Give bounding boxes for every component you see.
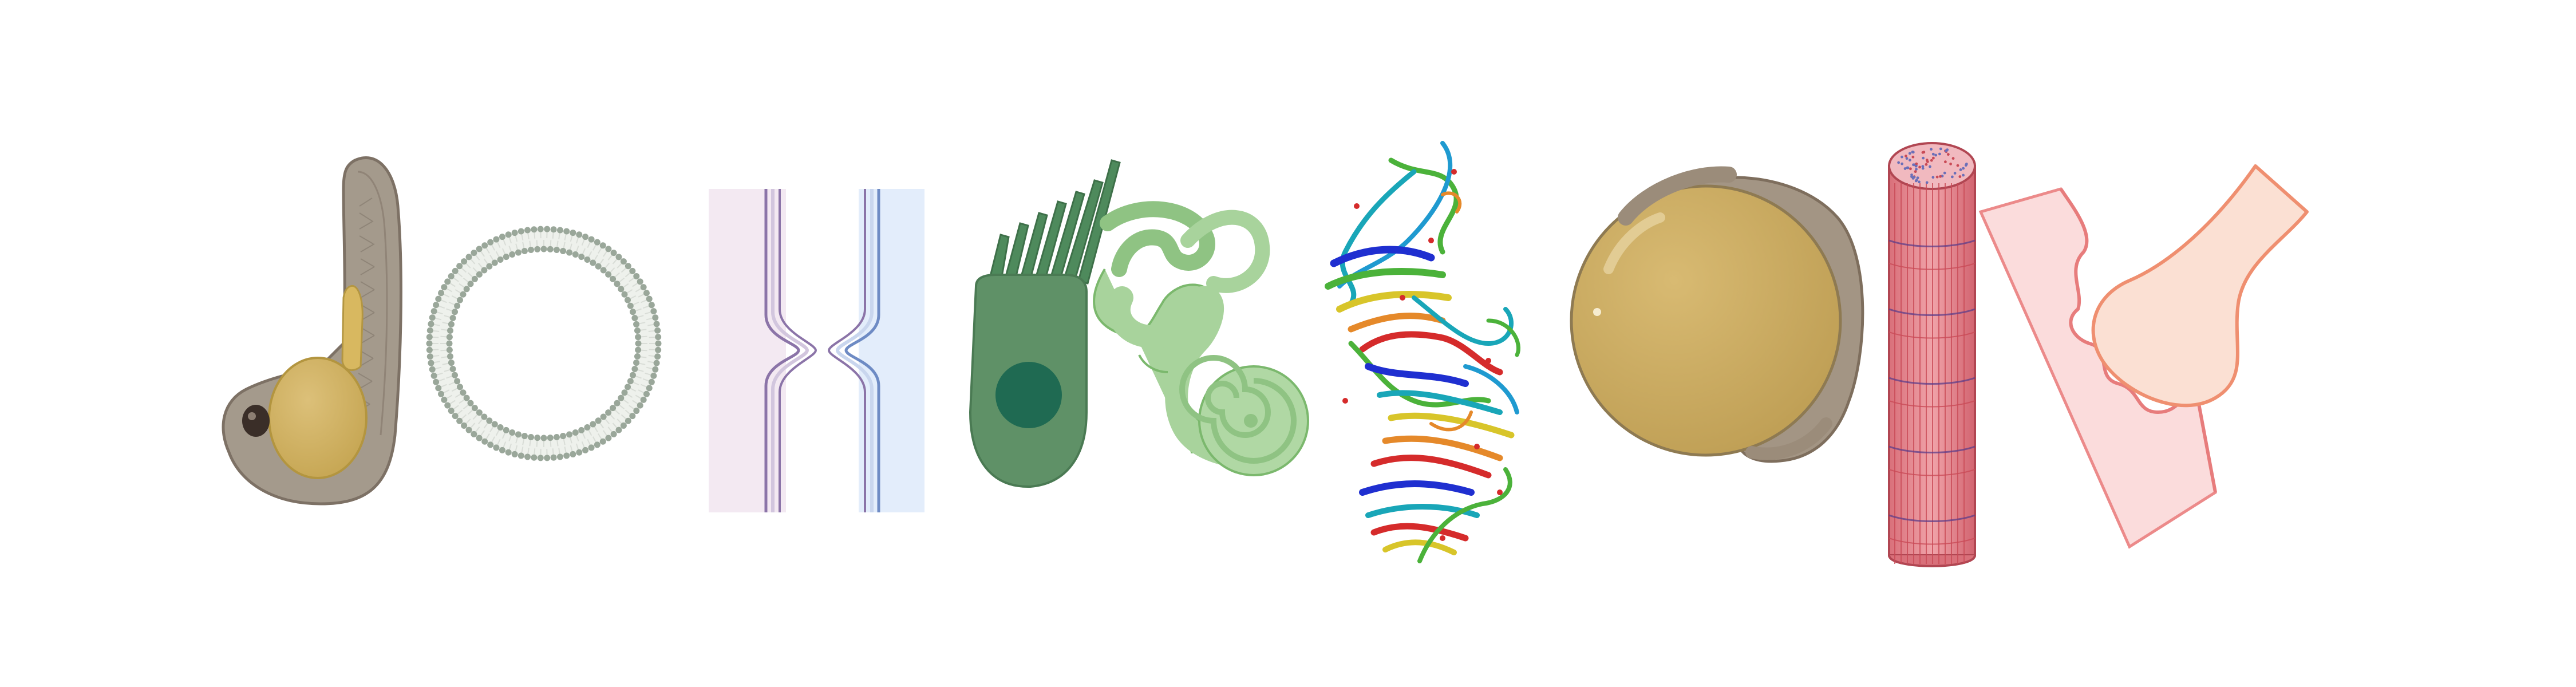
synaptic-junction-illustration [1981, 166, 2307, 547]
liposome-ring-illustration [426, 226, 662, 461]
membrane-fusion-pore-illustration [709, 189, 924, 512]
oocyte-egg-illustration [1571, 174, 1863, 461]
protein-ribbon-structure-illustration [1328, 143, 1519, 561]
inner-ear-labyrinth-illustration [1094, 209, 1308, 475]
hair-cell-illustration [970, 160, 1120, 487]
zebrafish-embryo-illustration [223, 158, 401, 504]
muscle-fiber-illustration [1889, 143, 1975, 566]
